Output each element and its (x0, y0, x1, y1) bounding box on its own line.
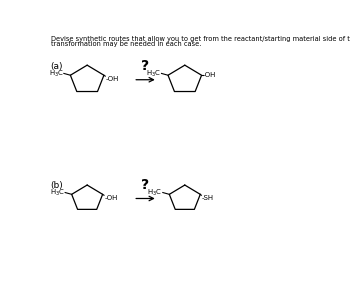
Text: (b): (b) (50, 180, 63, 189)
Text: (a): (a) (50, 62, 63, 71)
Text: H$_3$C: H$_3$C (146, 68, 161, 79)
Text: ?: ? (141, 59, 149, 73)
Text: -OH: -OH (203, 72, 216, 78)
Text: -OH: -OH (106, 76, 119, 82)
Text: -OH: -OH (104, 196, 118, 201)
Text: Devise synthetic routes that allow you to get from the reactant/starting materia: Devise synthetic routes that allow you t… (50, 36, 350, 42)
Text: H$_3$C: H$_3$C (49, 68, 64, 79)
Text: ?: ? (141, 178, 149, 192)
Text: H$_3$C: H$_3$C (50, 187, 65, 198)
Text: H$_3$C: H$_3$C (147, 187, 162, 198)
Text: transformation may be needed in each case.: transformation may be needed in each cas… (50, 40, 201, 47)
Text: -SH: -SH (202, 196, 214, 201)
